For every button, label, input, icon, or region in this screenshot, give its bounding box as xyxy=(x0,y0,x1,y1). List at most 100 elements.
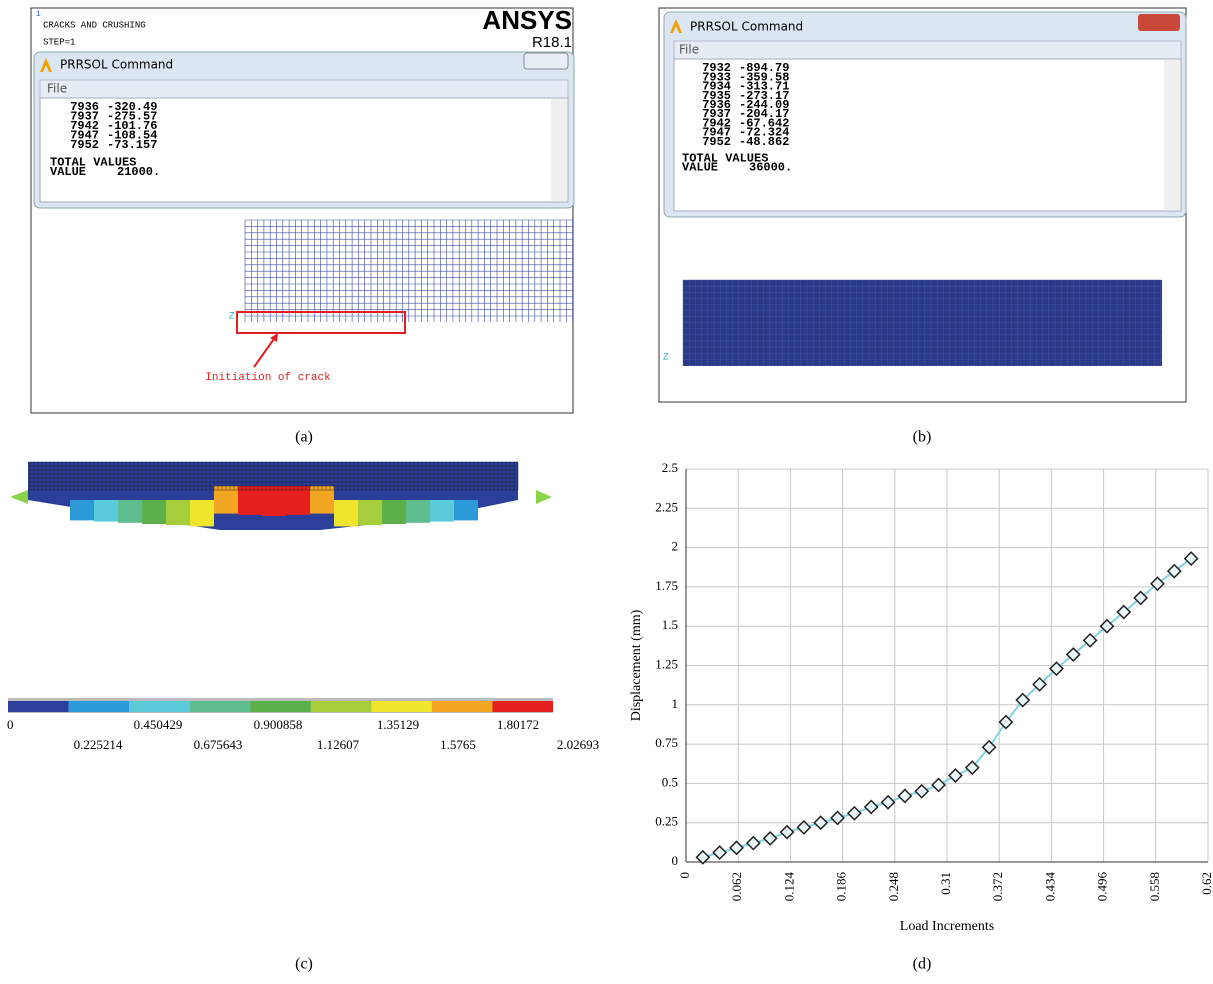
data-point xyxy=(813,815,829,831)
data-point xyxy=(729,840,744,856)
node-id: 7932 xyxy=(702,61,731,75)
contour-band xyxy=(358,500,382,526)
menu-file[interactable]: File xyxy=(47,82,67,96)
menu-bar xyxy=(39,79,569,99)
axis-label: Z xyxy=(663,351,669,361)
window-title: PRRSOL Command xyxy=(690,20,803,34)
legend-label: 1.5765 xyxy=(440,737,476,752)
output xyxy=(673,58,1182,212)
data-point xyxy=(947,768,963,783)
data-point xyxy=(1150,576,1165,592)
x-tick-label: 0 xyxy=(677,872,692,879)
node-id: 7942 xyxy=(702,116,731,130)
node-value: -101.76 xyxy=(107,119,157,133)
x-tick-label: 0.496 xyxy=(1095,872,1110,902)
legend-label: 0.450429 xyxy=(134,717,183,732)
data-point xyxy=(745,835,761,851)
menu-file[interactable]: File xyxy=(679,43,699,57)
y-tick-label: 0 xyxy=(672,853,679,868)
node-value: -359.58 xyxy=(739,70,789,84)
node-value: -275.57 xyxy=(107,110,157,124)
contour-band xyxy=(70,500,94,521)
data-point xyxy=(1133,590,1149,606)
node-value: -313.71 xyxy=(739,80,789,94)
contour-band xyxy=(142,500,166,524)
value-label: VALUE xyxy=(50,165,86,179)
menu-bar xyxy=(673,40,1182,60)
logo xyxy=(670,19,682,33)
contour-band xyxy=(166,500,190,526)
y-axis-label: Displacement (mm) xyxy=(629,609,644,721)
total-value: 21000. xyxy=(117,165,160,179)
version: R18.1 xyxy=(532,34,572,51)
legend-swatch xyxy=(492,701,553,712)
data-point xyxy=(1183,551,1199,567)
x-tick-label: 0.124 xyxy=(781,872,796,902)
contour-band xyxy=(286,486,310,515)
step: STEP=1 xyxy=(43,37,75,47)
total-label: TOTAL VALUES xyxy=(682,151,768,165)
contour-band xyxy=(406,500,430,523)
data-point xyxy=(863,799,879,815)
node-value: -73.157 xyxy=(107,138,157,152)
scrollbar[interactable] xyxy=(1164,60,1180,210)
data-point xyxy=(931,777,947,793)
caption: (c) xyxy=(295,956,313,973)
data-point xyxy=(779,824,795,840)
caption: (b) xyxy=(913,429,932,446)
node-id: 7934 xyxy=(702,80,731,94)
contour-band xyxy=(214,486,238,514)
output xyxy=(39,97,569,203)
support xyxy=(536,490,552,504)
mesh xyxy=(682,279,1162,366)
y-tick-label: 2.5 xyxy=(662,460,678,475)
chart: 0 0.25 0.5 0.75 1 1.25 1.5 1.75 2 2.25 2.5 0 0.062 0.… xyxy=(629,460,1213,934)
x-tick-label: 0.372 xyxy=(990,872,1005,901)
y-tick-label: 2 xyxy=(672,539,679,554)
contour-band xyxy=(190,500,214,527)
legend-label: 0 xyxy=(7,717,14,732)
y-tick-label: 1.5 xyxy=(662,617,678,632)
color-legend: 0 0.225214 0.450429 0.675643 0.900858 1.12607… xyxy=(7,698,599,752)
data-point xyxy=(981,739,997,755)
node-value: -204.17 xyxy=(739,107,789,121)
x-axis-label: Load Increments xyxy=(900,919,994,934)
contour-band xyxy=(334,500,358,527)
node-value: -320.49 xyxy=(107,100,157,114)
legend-swatch xyxy=(8,701,69,712)
x-tick-label: 0.62 xyxy=(1199,872,1213,895)
legend-label: 0.900858 xyxy=(254,717,303,732)
scrollbar[interactable] xyxy=(551,99,567,201)
legend-swatch xyxy=(250,701,311,712)
legend-swatch xyxy=(189,701,251,712)
node-id: 7937 xyxy=(70,110,99,124)
rows: 7936 -320.49 7937 -275.57 7942 -101.76 7947 -10… xyxy=(50,100,160,179)
legend-label: 1.35129 xyxy=(377,717,419,732)
plot-title: CRACKS AND CRUSHING xyxy=(43,20,146,30)
total-value: 36000. xyxy=(749,161,792,175)
y-tick-label: 1.25 xyxy=(655,656,678,671)
node-value: -108.54 xyxy=(107,129,157,143)
data-point xyxy=(1015,692,1031,708)
close-button[interactable] xyxy=(523,52,569,70)
rows: 7932 -894.79 7933 -359.58 7934 -313.71 7935 -27… xyxy=(682,61,792,174)
node-id: 7935 xyxy=(702,89,731,103)
data-point xyxy=(998,714,1014,730)
data-point xyxy=(1065,647,1081,662)
legend-swatch xyxy=(371,701,432,712)
node-id: 7947 xyxy=(70,129,99,143)
value-label: VALUE xyxy=(682,161,718,175)
close-button[interactable] xyxy=(1138,14,1180,31)
data-point xyxy=(914,783,930,799)
data-point xyxy=(695,849,711,865)
data-point xyxy=(1032,676,1048,692)
y-tick-label: 2.25 xyxy=(655,499,678,514)
caption: (d) xyxy=(913,956,932,973)
annotation: Initiation of crack xyxy=(205,372,331,384)
legend-label: 0.675643 xyxy=(194,737,243,752)
node-value: -72.324 xyxy=(739,126,789,140)
contour-band xyxy=(262,486,286,516)
x-tick-label: 0.558 xyxy=(1147,872,1162,901)
data-point xyxy=(1099,618,1115,634)
